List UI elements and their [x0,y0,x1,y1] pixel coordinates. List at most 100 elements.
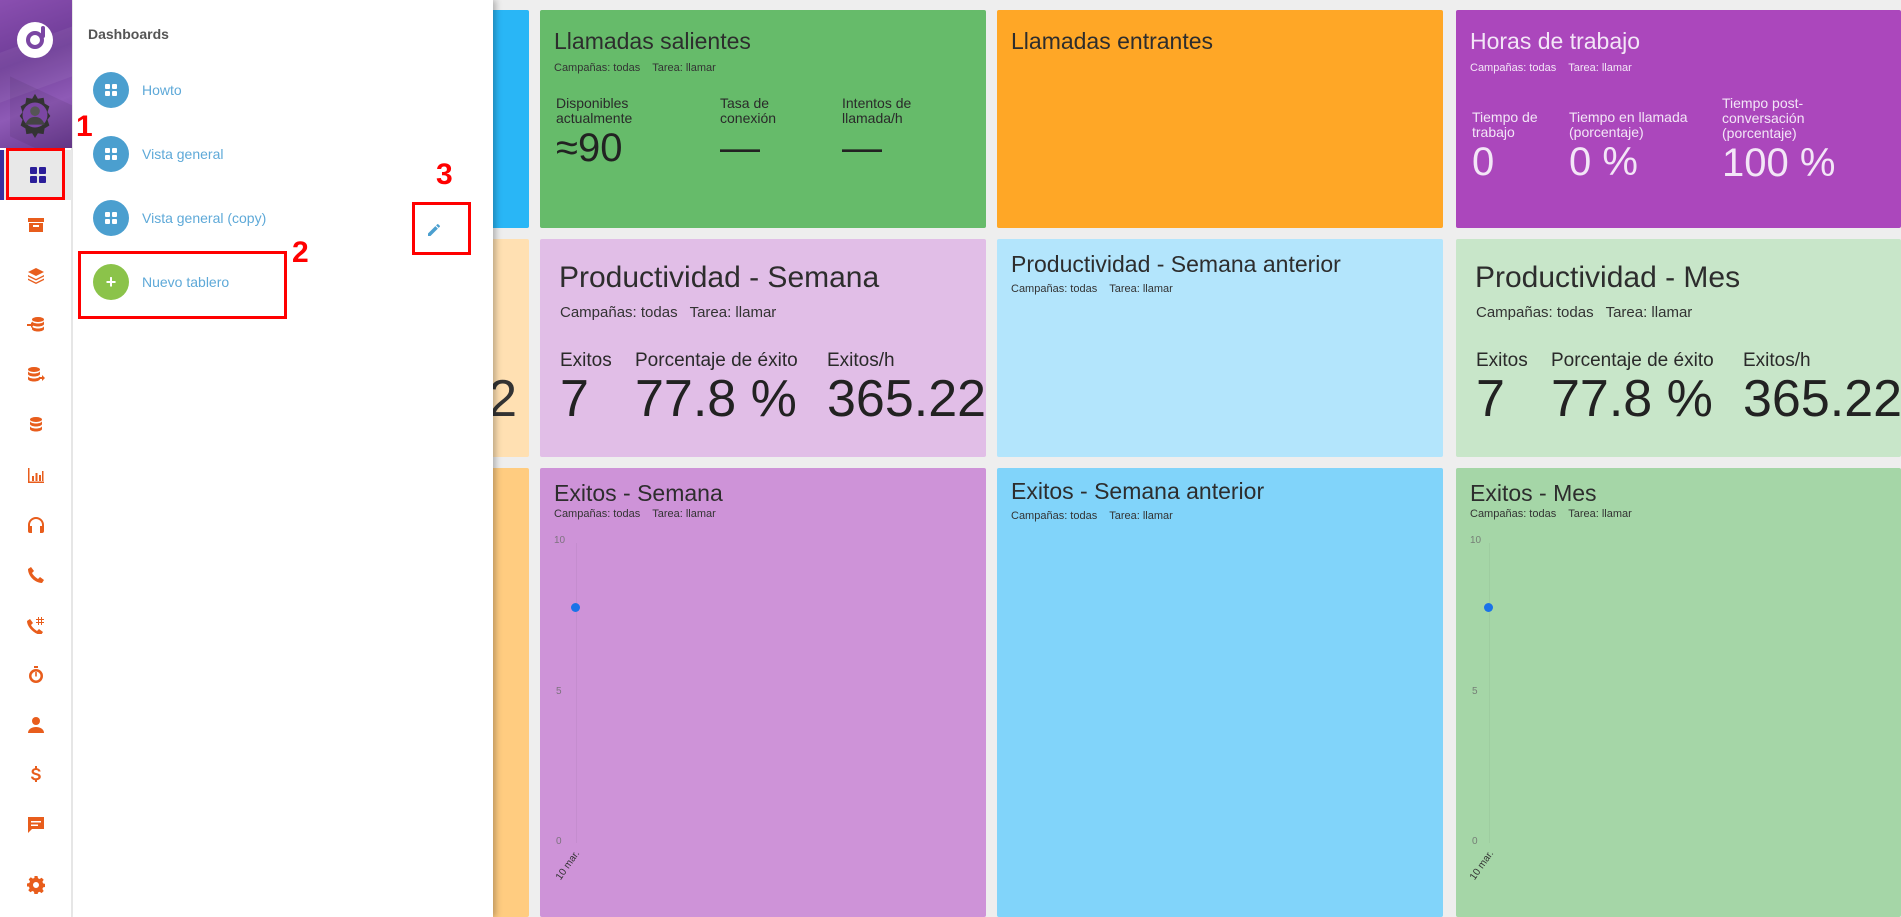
successes-month-chart: 10 5 0 10 mar. [1456,535,1901,917]
rail-item-messages[interactable] [0,800,72,850]
y-tick: 5 [1472,686,1478,697]
dashboard-label: Howto [142,82,182,98]
rail-item-timer[interactable] [0,650,72,700]
rail-item-layers[interactable] [0,250,72,300]
database-export-icon [28,367,45,382]
card-filters: Campañas: todas Tarea: llamar [1011,510,1173,522]
rail-item-billing[interactable] [0,750,72,800]
dashboard-label: Vista general (copy) [142,210,267,226]
dashboard-item-howto[interactable]: Howto [93,70,182,110]
new-dashboard-button[interactable]: + Nuevo tablero [93,262,229,302]
metric-successes: Exitos 7 [1476,350,1528,428]
card-productivity-week[interactable]: Productividad - Semana Campañas: todas Ta… [540,239,986,457]
card-title: Exitos - Mes [1470,480,1597,506]
card-successes-month[interactable]: Exitos - Mes Campañas: todas Tarea: llama… [1456,468,1901,917]
headset-icon [28,517,44,533]
rail-item-users[interactable] [0,700,72,750]
y-tick: 0 [556,836,562,847]
dashboard-grid-icon [30,167,46,183]
metric-work-time: Tiempo de trabajo 0 [1472,109,1538,185]
archive-box-icon [28,218,44,232]
database-import-icon [27,317,44,332]
annotation-number-3: 3 [436,158,453,191]
gear-icon [27,876,45,894]
user-gear-avatar-icon[interactable] [12,92,58,138]
metric-success-rate: Porcentaje de éxito 77.8 % [635,350,798,428]
card-filters: Campañas: todas Tarea: llamar [554,62,716,74]
user-icon [28,717,44,733]
card-title: Productividad - Semana [559,261,880,294]
rail-item-calls[interactable] [0,550,72,600]
dashboard-label: Vista general [142,146,224,162]
card-filters: Campañas: todas Tarea: llamar [554,508,716,520]
card-productivity-prev-week[interactable]: Productividad - Semana anterior Campañas… [997,239,1443,457]
dashboards-panel: Dashboards Howto Vista general Vista gen… [73,0,493,917]
card-work-hours[interactable]: Horas de trabajo Campañas: todas Tarea: l… [1456,10,1901,228]
phone-hash-icon [27,617,44,634]
metric-successes: Exitos 7 [560,350,612,428]
rail-item-reports[interactable] [0,450,72,500]
metric-call-attempts: Intentos de llamada/h — [842,95,912,171]
x-tick: 10 mar. [1468,848,1497,883]
phone-icon [28,567,44,583]
metric-call-time-pct: Tiempo en llamada (porcentaje) 0 % [1569,109,1688,185]
card-filters: Campañas: todas Tarea: llamar [1470,508,1632,520]
edit-dashboard-button[interactable] [422,218,446,242]
metric-available: Disponibles actualmente ≈90 [556,95,633,171]
card-title: Productividad - Semana anterior [1011,251,1341,277]
dashboard-grid-icon [93,72,129,108]
card-title: Llamadas salientes [554,28,751,54]
y-tick: 0 [1472,836,1478,847]
logo-icon[interactable] [17,22,53,58]
y-tick: 10 [554,535,566,546]
pencil-icon [428,223,441,236]
plus-icon: + [93,264,129,300]
dollar-icon [31,766,41,782]
metric-successes-per-hour: Exitos/h 365.22 [827,350,986,428]
metric-post-call-pct: Tiempo post-conversación (porcentaje) 10… [1722,95,1836,186]
layers-icon [28,268,44,284]
rail-item-export[interactable] [0,350,72,400]
brand-header [0,0,72,148]
rail-item-agents[interactable] [0,500,72,550]
rail-item-database[interactable] [0,400,72,450]
card-filters: Campañas: todas Tarea: llamar [1011,283,1173,295]
card-outgoing-calls[interactable]: Llamadas salientes Campañas: todas Tarea:… [540,10,986,228]
annotation-number-1: 1 [76,110,93,143]
panel-title: Dashboards [88,26,169,42]
rail-item-dashboards[interactable] [0,150,72,200]
dashboard-grid-icon [93,136,129,172]
card-incoming-calls[interactable]: Llamadas entrantes [997,10,1443,228]
card-filters: Campañas: todas Tarea: llamar [1470,62,1632,74]
chat-icon [28,817,44,833]
icon-rail [0,0,72,917]
rail-item-import[interactable] [0,300,72,350]
card-title: Llamadas entrantes [1011,28,1214,54]
dashboard-item-vista-general[interactable]: Vista general [93,134,223,174]
card-title: Exitos - Semana [554,480,723,506]
card-title: Productividad - Mes [1475,261,1741,294]
data-point[interactable] [571,603,580,612]
metric-success-rate: Porcentaje de éxito 77.8 % [1551,350,1714,428]
stopwatch-icon [29,666,43,683]
card-productivity-month[interactable]: Productividad - Mes Campañas: todas Tarea… [1456,239,1901,457]
dashboard-grid-icon [93,200,129,236]
card-successes-week[interactable]: Exitos - Semana Campañas: todas Tarea: ll… [540,468,986,917]
bar-chart-icon [28,468,44,483]
data-point[interactable] [1484,603,1493,612]
rail-item-archive[interactable] [0,200,72,250]
y-tick: 5 [556,686,562,697]
successes-week-chart: 10 5 0 10 mar. [540,535,986,917]
database-icon [30,417,42,432]
rail-item-settings[interactable] [0,860,72,910]
dashboard-item-vista-general-copy[interactable]: Vista general (copy) [93,198,266,238]
card-title: Exitos - Semana anterior [1011,478,1265,504]
metric-connection-rate: Tasa de conexión — [720,95,777,171]
new-dashboard-label: Nuevo tablero [142,274,230,290]
rail-item-phone-numbers[interactable] [0,600,72,650]
x-tick: 10 mar. [554,848,583,883]
card-successes-prev-week[interactable]: Exitos - Semana anterior Campañas: todas… [997,468,1443,917]
y-tick: 10 [1470,535,1482,546]
card-filters: Campañas: todas Tarea: llamar [560,304,777,321]
